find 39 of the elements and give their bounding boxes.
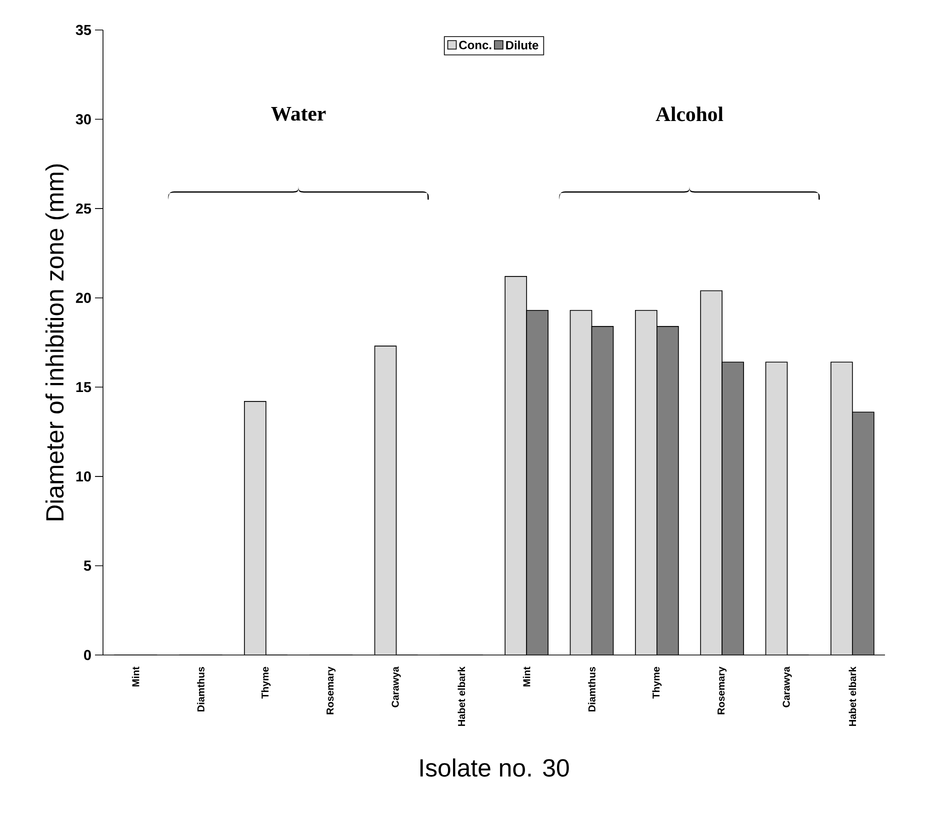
bar — [570, 310, 592, 655]
x-tick-label: Carawya — [782, 666, 792, 708]
annotation: Water — [271, 106, 326, 121]
bar — [244, 401, 266, 655]
y-tick-label: 30 — [76, 114, 91, 124]
legend-label: Conc. — [459, 40, 492, 50]
x-tick-label: Carawya — [392, 666, 401, 708]
x-tick-label: Mint — [132, 666, 140, 686]
y-axis-title: Diameter of inhibition zone (mm) — [45, 164, 69, 520]
bar — [526, 310, 548, 655]
y-tick-label: 5 — [84, 560, 92, 571]
bar — [656, 326, 678, 655]
annotation: Alcohol — [656, 106, 724, 122]
bar — [635, 310, 657, 655]
bar — [852, 412, 874, 655]
bar — [722, 362, 744, 655]
x-tick-label: Thyme — [261, 666, 271, 699]
y-tick-label: 35 — [76, 24, 92, 36]
y-tick-label: 20 — [76, 292, 91, 303]
bar — [592, 326, 614, 655]
x-tick-label: Mint — [522, 666, 530, 686]
bar — [374, 346, 396, 655]
y-tick-label: 10 — [76, 471, 91, 482]
x-tick-label: Rosemary — [718, 666, 727, 714]
y-tick-label: 0 — [84, 650, 91, 660]
y-tick-label: 25 — [76, 203, 92, 214]
bar — [505, 276, 527, 655]
x-tick-label: Habet elbark — [458, 666, 466, 726]
legend-label: Dilute — [506, 40, 538, 50]
x-axis-title: Isolate no. 30 — [420, 758, 569, 777]
x-tick-label: Rosemary — [326, 666, 336, 714]
x-tick-label: Thyme — [652, 666, 662, 699]
x-tick-label: Habet elbark — [848, 666, 856, 726]
bar — [700, 290, 722, 655]
bar — [830, 362, 853, 655]
x-tick-label: Diamthus — [197, 666, 204, 712]
y-tick-label: 15 — [76, 382, 92, 392]
x-tick-label: Diamthus — [588, 666, 596, 712]
bar — [766, 362, 788, 655]
